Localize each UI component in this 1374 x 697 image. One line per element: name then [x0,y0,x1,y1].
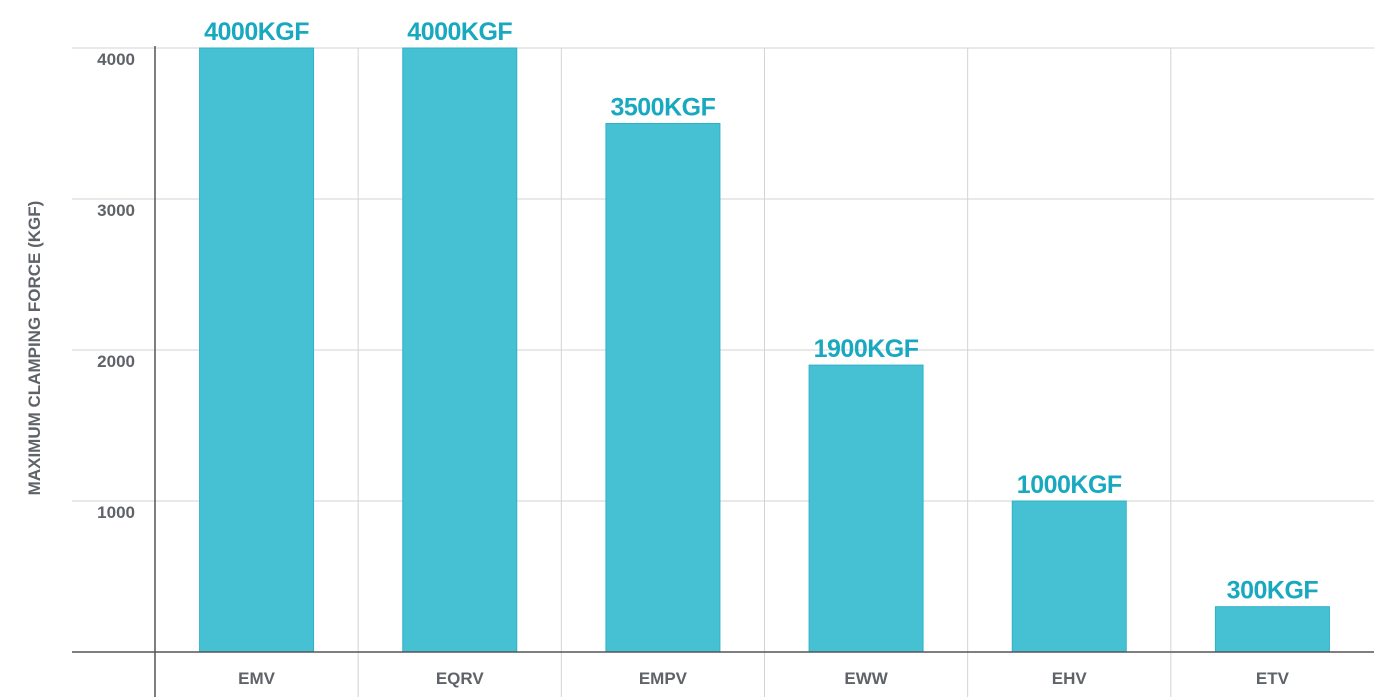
x-category-label: EQRV [436,669,485,688]
label-layer: 1000 2000 3000 4000 4000KGF EMV 4000KGF EQRV 350… [97,18,1319,688]
x-category-label: EWW [844,669,888,688]
bar [199,47,315,653]
data-label: 4000KGF [204,18,309,46]
y-axis-title: MAXIMUM CLAMPING FORCE (KGF) [25,201,44,496]
x-category-label: ETV [1256,669,1290,688]
data-label: 4000KGF [407,18,512,46]
data-label: 300KGF [1227,577,1319,605]
y-tick-label: 3000 [97,201,135,220]
y-tick-label: 1000 [97,503,135,522]
data-label: 3500KGF [610,94,715,122]
bar [605,123,721,653]
y-tick-label: 4000 [97,50,135,69]
bar [402,47,518,653]
bar-layer [199,47,1330,653]
data-label: 1900KGF [814,335,919,363]
y-tick-label: 2000 [97,352,135,371]
bar [808,364,924,653]
x-category-label: EHV [1052,669,1088,688]
bar [1011,500,1127,653]
x-category-label: EMV [238,669,276,688]
bar [1214,606,1330,653]
data-label: 1000KGF [1017,471,1122,499]
axis-layer [72,46,1374,697]
x-category-label: EMPV [639,669,688,688]
